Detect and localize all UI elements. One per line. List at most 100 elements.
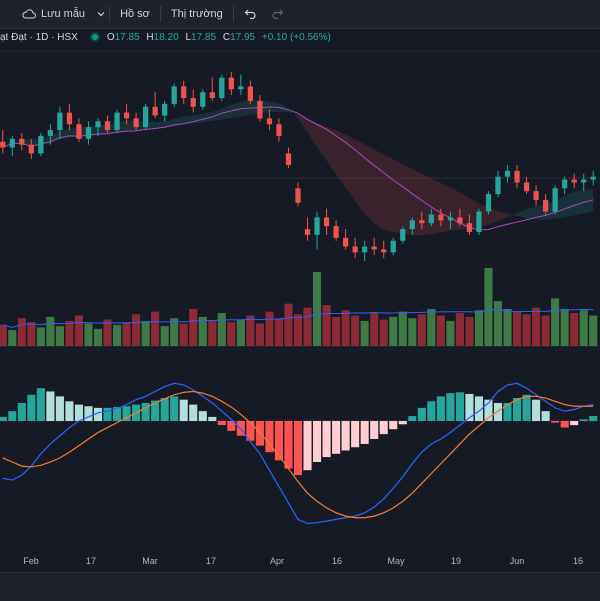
ichimoku-cloud-segment <box>336 130 346 188</box>
macd-histogram-bar <box>408 416 417 421</box>
macd-histogram-bar <box>398 421 407 425</box>
candle-body <box>533 191 539 200</box>
candle-body <box>190 98 196 107</box>
cloud-save-button[interactable]: Lưu mẫu <box>0 0 93 28</box>
volume-bar <box>179 323 188 346</box>
volume-bar <box>141 320 150 346</box>
candle-body <box>238 86 244 90</box>
candle-body <box>47 130 53 136</box>
volume-bar <box>332 316 341 346</box>
macd-histogram-bar <box>84 406 93 421</box>
macd-histogram-bar <box>303 421 312 471</box>
close-value: 17.95 <box>230 31 256 43</box>
macd-line <box>2 382 594 525</box>
low-value: 17.85 <box>191 31 217 43</box>
profile-button[interactable]: Hồ sơ <box>120 8 150 20</box>
layout-dropdown-button[interactable] <box>93 0 109 28</box>
volume-bar <box>265 311 274 346</box>
undo-button[interactable] <box>234 0 266 28</box>
ichimoku-cloud-segment <box>374 149 384 230</box>
high-key: H <box>146 31 154 43</box>
macd-histogram-bar <box>551 421 560 423</box>
candle-body <box>171 86 177 104</box>
time-axis[interactable]: Feb 17 Mar 17 Apr 16 May 19 Jun 16 <box>0 548 600 572</box>
time-axis-label: 16 <box>331 556 343 566</box>
ichimoku-cloud-segment <box>393 159 403 234</box>
ichimoku-cloud-segment <box>402 164 413 235</box>
candle-body <box>295 188 301 203</box>
volume-bar <box>0 324 7 346</box>
candle-body <box>200 92 206 107</box>
macd-histogram-bar <box>370 421 379 440</box>
redo-button[interactable] <box>266 0 290 28</box>
macd-histogram-bar <box>208 416 217 421</box>
volume-bar <box>132 314 141 346</box>
macd-histogram-bar <box>160 398 169 421</box>
candle-body <box>276 124 282 136</box>
volume-bar <box>446 320 455 346</box>
candle-body <box>581 179 587 183</box>
macd-histogram-bar <box>589 416 598 421</box>
volume-bar <box>236 319 245 346</box>
volume-bar <box>427 308 436 346</box>
ichimoku-cloud-segment <box>498 211 508 222</box>
volume-bar <box>55 326 64 346</box>
volume-bar <box>93 328 103 346</box>
volume-bar <box>151 311 160 346</box>
candle-body <box>447 217 453 221</box>
market-status-icon <box>91 34 98 40</box>
candle-body <box>485 194 492 212</box>
symbol-info-bar: ạt Đạt · 1D · HSX O17.85 H18.20 L17.85 C… <box>0 30 335 44</box>
symbol-title[interactable]: ạt Đạt · 1D · HSX <box>0 31 78 43</box>
ichimoku-cloud-segment <box>364 144 375 224</box>
macd-histogram-bar <box>532 399 541 421</box>
volume-bar <box>284 303 293 346</box>
volume-bar <box>465 316 474 346</box>
candle-body <box>133 118 139 128</box>
market-button[interactable]: Thị trường <box>170 8 223 20</box>
top-toolbar: Lưu mẫu Hồ sơ Thị trường <box>0 0 600 29</box>
candle-body <box>457 217 463 224</box>
volume-bar <box>532 307 541 346</box>
time-axis-label: 17 <box>205 556 217 566</box>
macd-histogram-bar <box>103 407 112 421</box>
ichimoku-cloud-segment <box>278 103 289 113</box>
volume-bar <box>389 316 398 346</box>
volume-bar <box>113 324 122 346</box>
macd-histogram-bar <box>389 421 398 430</box>
toolbar-divider <box>159 6 161 22</box>
volume-bar <box>8 330 17 346</box>
candle-body <box>419 220 425 224</box>
redo-icon <box>272 9 284 19</box>
candle-body <box>219 77 225 99</box>
chart-canvas[interactable] <box>0 46 600 548</box>
macd-histogram-bar <box>474 396 483 421</box>
macd-histogram-bar <box>170 396 179 421</box>
signal-line <box>2 390 594 519</box>
candle-body <box>333 226 339 238</box>
macd-histogram-bar <box>93 407 103 421</box>
volume-bar <box>46 316 55 346</box>
macd-histogram-bar <box>446 393 455 421</box>
candle-body <box>476 211 482 232</box>
ichimoku-cloud-segment <box>193 113 203 124</box>
volume-bar <box>189 308 198 346</box>
macd-histogram-bar <box>27 394 36 421</box>
macd-histogram-bar <box>579 419 588 421</box>
macd-histogram-bar <box>484 399 493 421</box>
volume-bar <box>341 310 350 346</box>
volume-bar <box>579 310 588 346</box>
candle-body <box>371 246 377 250</box>
undo-icon <box>244 9 256 19</box>
volume-bar <box>513 311 522 346</box>
ichimoku-cloud-segment <box>507 212 518 217</box>
candle-body <box>19 138 25 145</box>
candle-body <box>495 176 501 195</box>
volume-bar <box>122 322 131 346</box>
candle-body <box>504 170 511 177</box>
candle-body <box>362 246 368 253</box>
close-key: C <box>222 31 231 43</box>
volume-bar <box>246 315 255 346</box>
macd-histogram-bar <box>8 411 17 421</box>
candle-body <box>523 182 530 192</box>
